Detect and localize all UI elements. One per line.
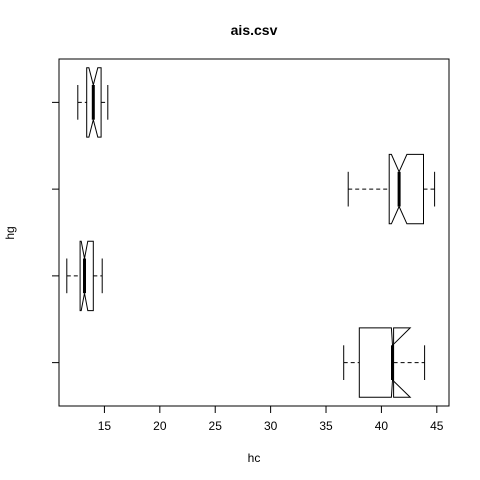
box-body (358, 327, 412, 398)
box-1 (343, 327, 426, 398)
x-tick-label: 20 (153, 419, 167, 433)
x-tick-label: 30 (264, 419, 278, 433)
boxes-group (66, 67, 436, 398)
plot-frame (58, 58, 450, 407)
x-axis: 15 20 25 30 35 40 45 (98, 405, 444, 433)
x-tick-label: 40 (375, 419, 389, 433)
box-body (79, 240, 94, 312)
box-3 (347, 153, 436, 225)
box-body (86, 67, 102, 138)
x-tick-label: 15 (98, 419, 112, 433)
x-tick-label: 35 (319, 419, 333, 433)
box-2 (66, 240, 103, 312)
x-axis-label: hc (248, 451, 261, 465)
chart-title: ais.csv (231, 22, 278, 38)
box-4 (77, 67, 109, 138)
y-axis (52, 101, 60, 364)
x-tick-label: 25 (209, 419, 223, 433)
box-body (388, 153, 424, 225)
x-tick-label: 45 (430, 419, 444, 433)
y-axis-label: hg (3, 226, 17, 239)
